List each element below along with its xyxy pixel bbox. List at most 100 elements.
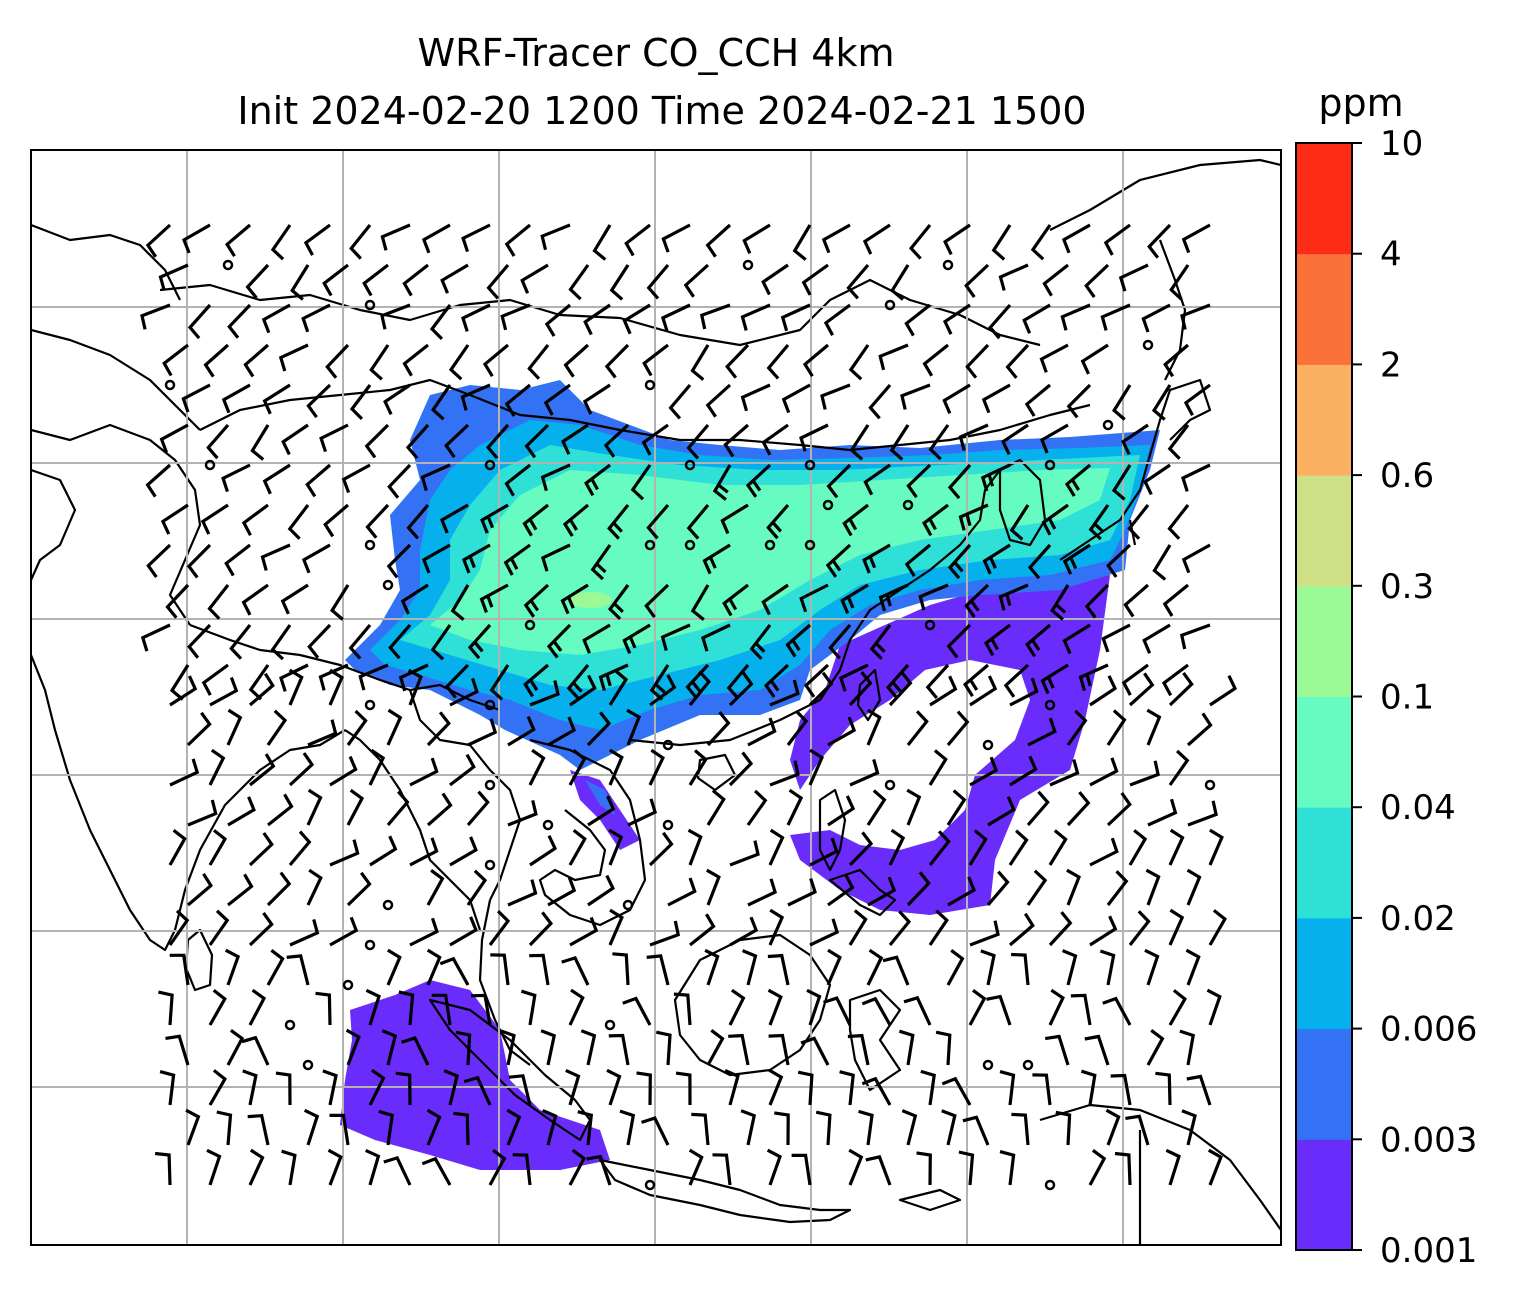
wind-barb [691,1112,710,1146]
wind-barb [1003,663,1030,698]
wind-barb [1050,584,1070,621]
wind-barb [523,583,550,618]
wind-barb [241,583,269,616]
wind-barb [568,829,587,866]
wind-barb [1123,583,1150,618]
wind-barb [761,263,789,296]
wind-barb [444,663,470,699]
wind-barb [349,223,372,260]
plume-east-low [790,575,1110,915]
wind-barb [470,993,492,1026]
wind-barb [958,1150,975,1186]
wind-barb [1128,672,1155,707]
wind-barb [991,224,1012,261]
wind-barb [686,423,710,460]
wind-barb [200,503,229,535]
wind-barb [928,424,950,461]
wind-barb [607,584,630,621]
wind-barb [964,583,990,619]
wind-barb [969,756,999,787]
wind-barb [587,795,616,827]
wind-barb [827,874,855,907]
wind-barb [947,543,972,580]
wind-barb [490,953,510,986]
wind-barb [728,1033,750,1066]
wind-barb [1186,1074,1212,1106]
wind-barb [467,718,498,747]
colorbar-segment [1296,917,1352,1030]
wind-barb [608,828,624,866]
wind-barb [741,949,758,986]
wind-barb [1078,663,1109,692]
wind-barb [1040,423,1069,454]
wind-barb [686,503,710,540]
wind-barb [848,1148,864,1186]
wind-barb [406,503,430,540]
wind-barb [380,223,411,251]
wind-barb [826,948,842,986]
wind-barb [1208,828,1224,866]
wind-barb [528,911,554,947]
wind-barb [848,671,873,707]
wind-barb [349,384,372,421]
wind-barb [440,263,469,294]
wind-barb [1070,993,1092,1026]
wind-barb [145,463,172,498]
wind-barb [888,671,913,707]
wind-barb [248,753,276,787]
wind-barb [802,343,830,378]
wind-barb [1147,798,1178,827]
wind-barb [1024,383,1052,417]
wind-barb [720,503,749,535]
wind-barb [1084,263,1110,299]
wind-barb [504,463,531,497]
wind-barb [426,1108,442,1146]
wind-barb [398,663,429,692]
coast-china [629,469,1001,747]
wind-barb [540,1029,557,1066]
calm-wind-marker [942,259,954,271]
wind-barb [808,748,825,786]
wind-barb [668,383,692,420]
wind-barb [608,669,629,706]
wind-barb [1106,709,1127,746]
wind-barb [528,748,546,786]
wind-barb [289,918,320,947]
wind-barb [1089,915,1118,947]
wind-barb [947,876,977,907]
calm-wind-marker [484,459,496,471]
wind-barb [878,343,909,371]
wind-barb [865,1155,892,1186]
wind-barb [480,503,509,534]
wind-barb [386,708,403,746]
wind-barb [766,503,790,540]
wind-barb [577,1110,594,1146]
wind-barb [279,663,309,692]
wind-barb [346,709,368,746]
wind-barb [980,463,1011,492]
wind-barb [1106,792,1132,827]
wind-barb [1066,383,1092,419]
wind-barb [1039,343,1069,373]
wind-barb [307,623,332,659]
wind-barb [1145,868,1161,906]
wind-barb [1168,989,1187,1026]
wind-barb [266,871,292,907]
wind-barb [365,503,390,539]
wind-barb [305,463,332,498]
wind-barb [900,383,931,410]
wind-barb [315,991,332,1026]
wind-barb [925,663,950,700]
wind-barb [449,916,478,947]
wind-barb [365,1148,381,1186]
wind-barb [421,543,451,574]
wind-barb [929,675,958,707]
wind-barb [504,223,532,257]
wind-barb [388,623,412,660]
wind-barb [965,343,990,379]
wind-barb [206,423,230,460]
wind-barb [1066,868,1081,906]
wind-barb [626,708,642,746]
wind-barb [1026,790,1050,827]
wind-barb [407,668,423,706]
